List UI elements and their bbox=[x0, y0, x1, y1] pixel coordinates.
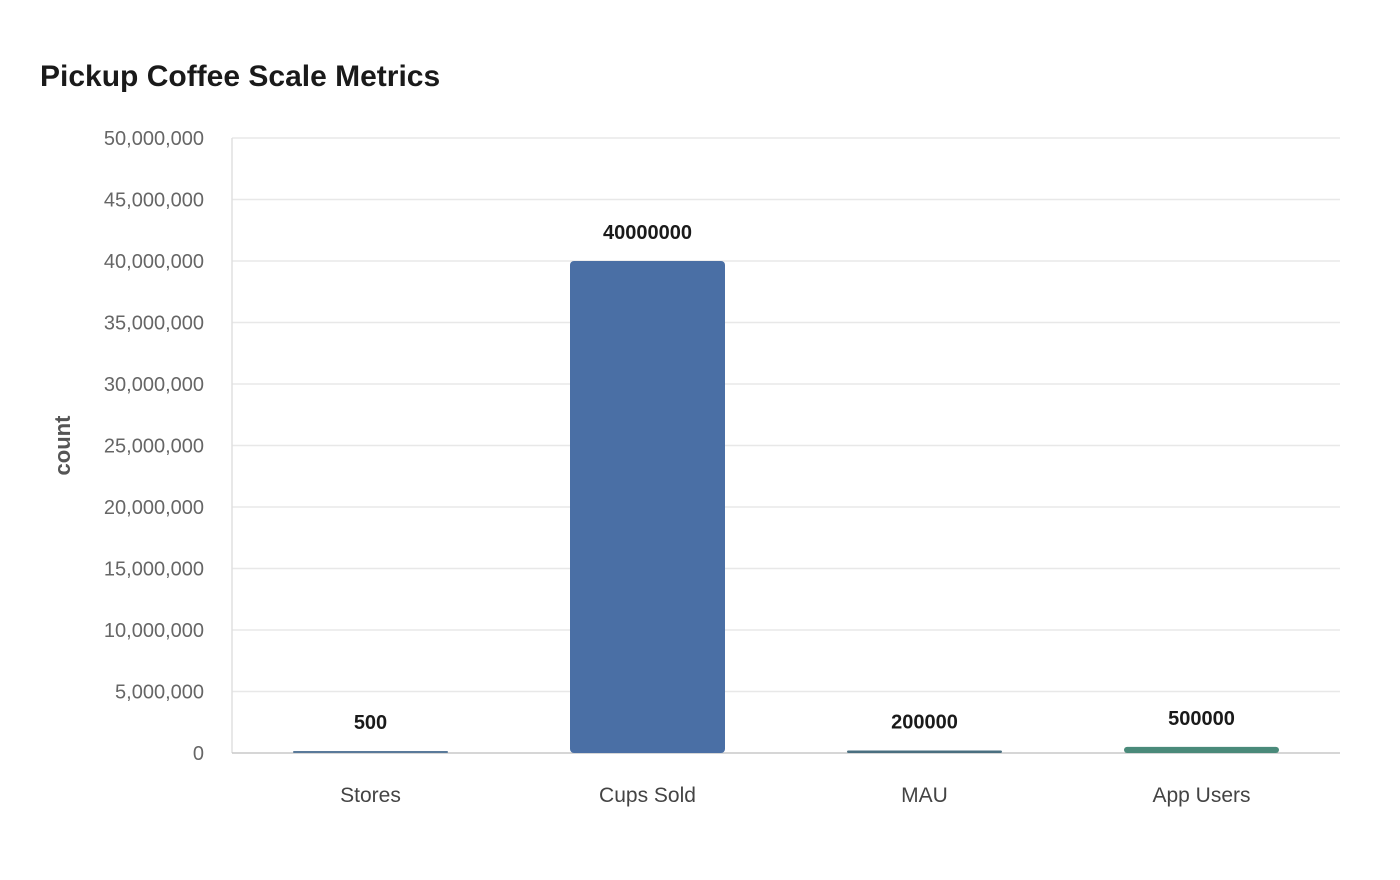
bar-value-label: 200000 bbox=[891, 712, 958, 734]
bars bbox=[293, 261, 1279, 753]
x-tick-label: MAU bbox=[901, 784, 948, 807]
bar-stores bbox=[293, 751, 448, 753]
bar-mau bbox=[847, 750, 1002, 753]
x-tick-label: Cups Sold bbox=[599, 784, 696, 807]
bar-app-users bbox=[1124, 746, 1279, 753]
y-tick-label: 35,000,000 bbox=[104, 313, 204, 335]
bar-value-label: 500000 bbox=[1168, 708, 1235, 730]
y-tick-label: 10,000,000 bbox=[104, 620, 204, 642]
y-tick-label: 5,000,000 bbox=[115, 682, 204, 704]
x-tick-label: App Users bbox=[1152, 784, 1250, 807]
y-tick-label: 15,000,000 bbox=[104, 559, 204, 581]
chart-title: Pickup Coffee Scale Metrics bbox=[40, 60, 441, 93]
y-tick-label: 25,000,000 bbox=[104, 436, 204, 458]
y-tick-label: 20,000,000 bbox=[104, 497, 204, 519]
y-tick-label: 0 bbox=[193, 743, 204, 765]
labels: 500 Stores 40000000 Cups Sold 200000 MAU 50000… bbox=[340, 222, 1250, 807]
x-tick-label: Stores bbox=[340, 784, 401, 807]
y-tick-label: 45,000,000 bbox=[104, 190, 204, 212]
axes: 0 5,000,000 10,000,000 15,000,000 20,000,000… bbox=[50, 128, 1340, 765]
y-tick-label: 30,000,000 bbox=[104, 374, 204, 396]
bar-value-label: 500 bbox=[354, 712, 387, 734]
y-tick-label: 40,000,000 bbox=[104, 251, 204, 273]
y-tick-label: 50,000,000 bbox=[104, 128, 204, 150]
bar-value-label: 40000000 bbox=[603, 222, 692, 244]
bar-cups-sold bbox=[570, 261, 725, 753]
gridlines bbox=[232, 137, 1340, 693]
y-axis-title: count bbox=[50, 415, 75, 476]
